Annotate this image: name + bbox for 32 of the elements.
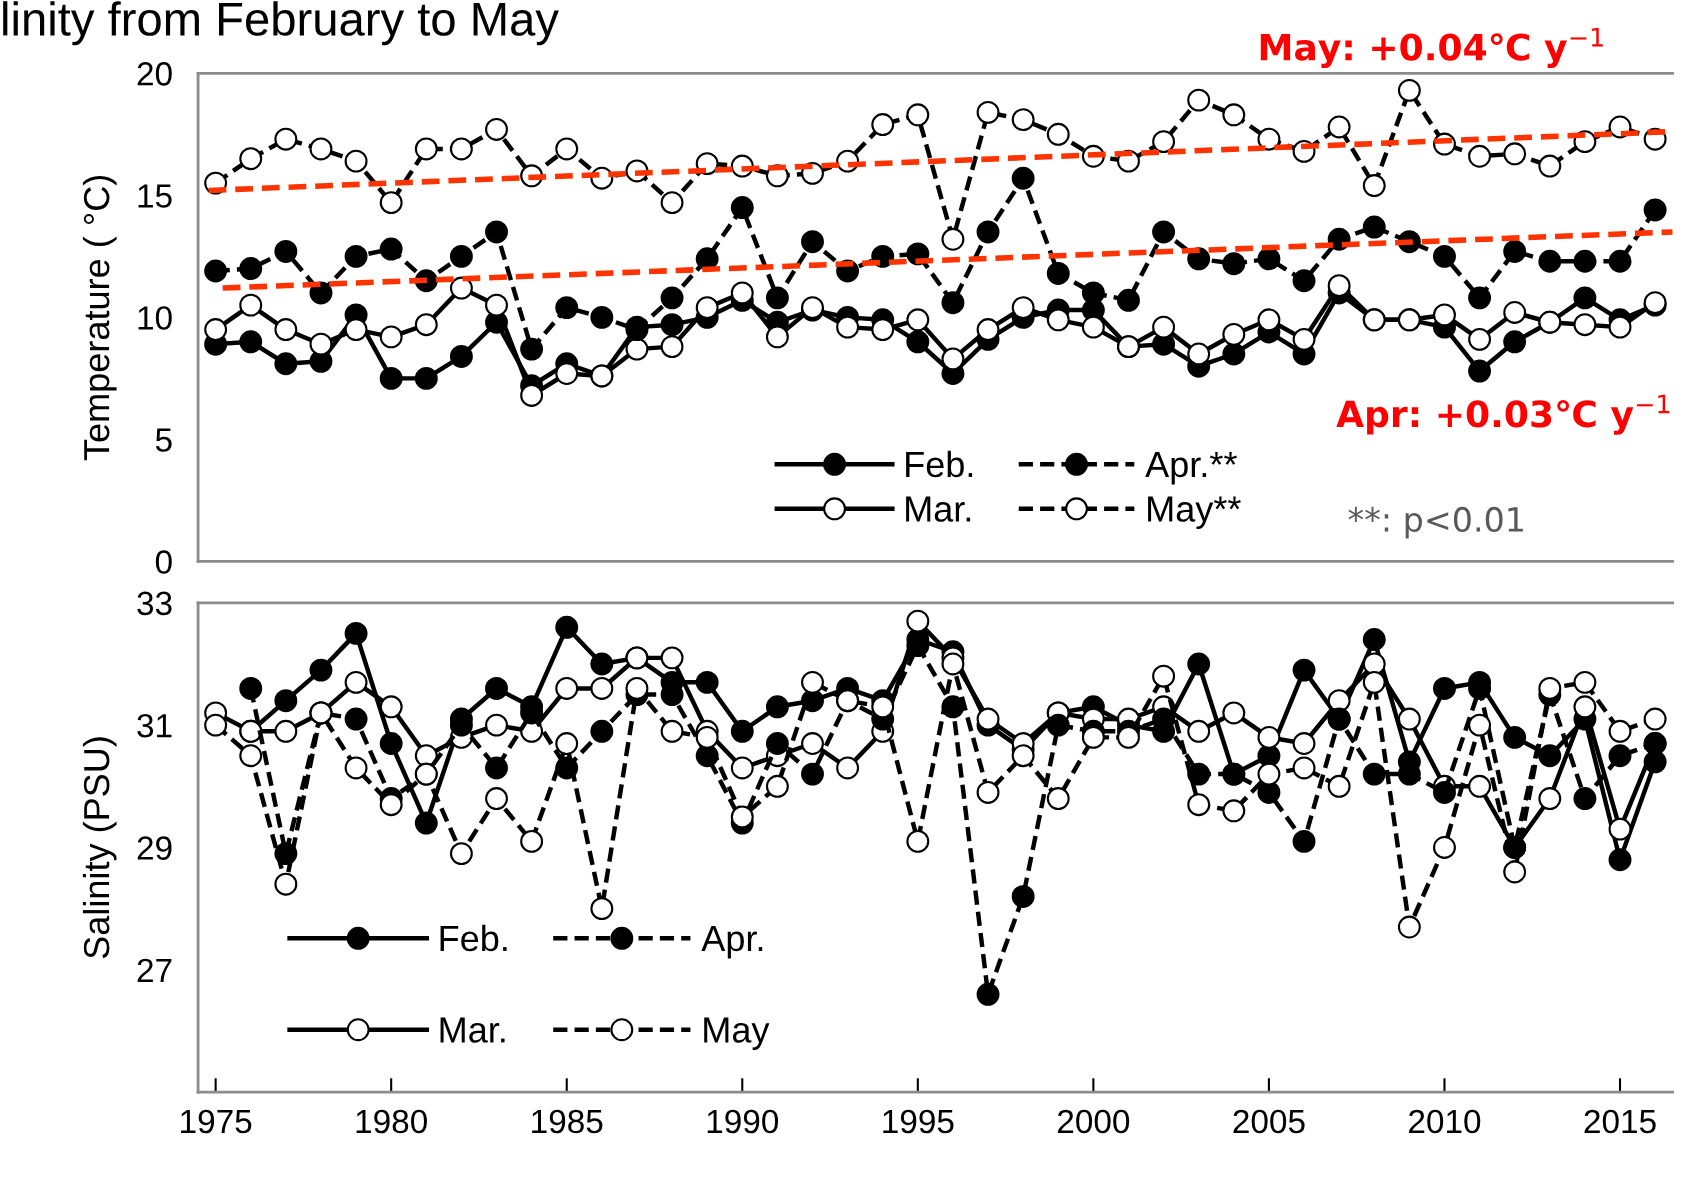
x-tick-label: 2015 [1584,1109,1656,1134]
y-tick-label: 5 [155,428,172,452]
y-tick-label: 33 [137,591,172,616]
x-tick-label: 2000 [1057,1109,1130,1134]
legend-label: Mar. [440,1017,505,1043]
y-tick-label: 10 [138,306,172,330]
legend-label: May [704,1017,770,1050]
chart-title: linity from February to May [3,1,559,46]
y-tick-label: 15 [138,184,172,208]
legend-label: Feb. [906,450,973,478]
y-tick-label: 31 [137,713,172,738]
x-tick-label: 1980 [356,1109,427,1134]
y-tick-label: 27 [137,958,172,982]
annotation: **: p<0.01 [1348,506,1523,539]
y-axis-title: Salinity (PSU) [82,737,117,959]
legend-label: May** [1148,496,1241,529]
y-tick-label: 0 [155,550,172,574]
x-tick-label: 2005 [1233,1109,1305,1134]
legend-label: Apr.** [1145,452,1237,485]
x-tick-label: 1985 [532,1109,603,1134]
text: May: +0.04℃ y$^{−1}$ [1260,27,1603,68]
legend-label: Feb. [440,924,507,952]
y-tick-label: 20 [137,62,172,86]
x-tick-label: 1995 [883,1109,954,1134]
y-tick-label: 29 [137,836,172,860]
legend-label: Mar. [906,496,971,522]
annotation: Apr: +0.03℃ y$^{−1}$ [1336,394,1670,435]
x-tick-label: 1990 [707,1109,779,1134]
x-tick-label: 1975 [181,1109,252,1134]
legend-label: Apr. [701,926,763,959]
y-axis-title: Temperature ( °C) [82,175,117,461]
x-tick-label: 2010 [1409,1109,1481,1134]
